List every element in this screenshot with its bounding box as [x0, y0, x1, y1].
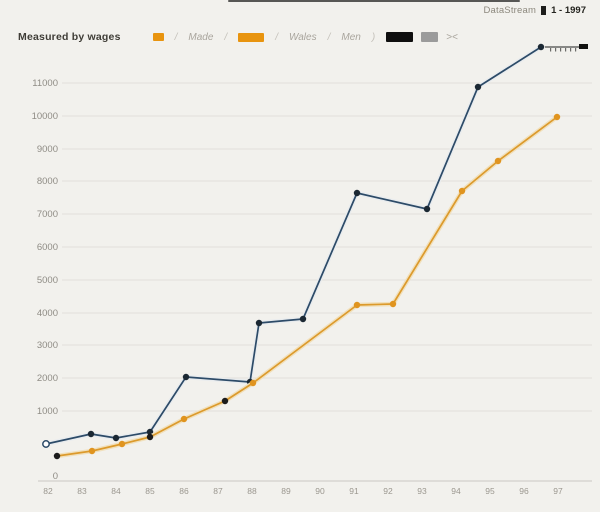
legend-label-men[interactable]: Men: [341, 31, 361, 43]
x-axis-label[interactable]: 82: [43, 486, 53, 496]
y-axis-label: 6000: [37, 242, 58, 253]
navy-data-point[interactable]: [474, 83, 482, 91]
orange-data-point[interactable]: [353, 301, 361, 309]
orange-data-point[interactable]: [458, 187, 466, 195]
x-axis-label[interactable]: 95: [485, 486, 495, 496]
legend-swatch-orange-small[interactable]: [152, 33, 164, 41]
orange-data-point[interactable]: [221, 397, 229, 405]
legend-label-wales[interactable]: Wales: [288, 31, 317, 43]
x-axis-label[interactable]: 87: [213, 486, 223, 496]
orange-data-point[interactable]: [118, 440, 126, 448]
navy-data-point[interactable]: [537, 43, 545, 51]
legend-items: / Made / / Wales / Men) ><: [149, 32, 462, 43]
date-range-label[interactable]: 1 - 1997: [551, 4, 586, 16]
orange-data-point[interactable]: [494, 157, 502, 165]
y-axis-label: 5000: [37, 275, 58, 286]
legend-separator: /: [224, 31, 228, 43]
end-ruler-tick: [565, 48, 567, 52]
y-axis-label: 7000: [37, 209, 58, 220]
x-axis-label[interactable]: 88: [247, 486, 257, 496]
navy-data-point[interactable]: [353, 189, 361, 197]
y-axis-label: 9000: [37, 144, 58, 155]
end-ruler-tick: [560, 48, 562, 52]
orange-data-point[interactable]: [146, 433, 154, 441]
x-axis-label[interactable]: 90: [315, 486, 325, 496]
y-axis-label: 1000: [37, 406, 58, 417]
y-axis-label: 4000: [37, 308, 58, 319]
orange-series-halo: [56, 115, 559, 459]
y-axis-label: 10000: [32, 111, 58, 122]
legend-separator: /: [275, 31, 278, 43]
x-axis-label[interactable]: 89: [281, 486, 291, 496]
legend-swatch-grey[interactable]: [421, 32, 439, 42]
legend-separator: ): [371, 31, 376, 43]
x-axis-label[interactable]: 93: [417, 486, 427, 496]
end-ruler-tick: [575, 48, 577, 52]
x-axis-label[interactable]: 85: [145, 486, 155, 496]
navy-data-point[interactable]: [42, 440, 50, 448]
x-axis-label[interactable]: 86: [179, 486, 189, 496]
orange-data-point[interactable]: [88, 447, 96, 455]
navy-data-point[interactable]: [146, 428, 154, 436]
x-axis-label[interactable]: 83: [77, 486, 87, 496]
legend-swatch-orange-wide[interactable]: [238, 32, 265, 42]
end-ruler-tick: [555, 48, 557, 52]
legend-separator: /: [174, 31, 178, 43]
y-axis-label: 0: [53, 471, 58, 482]
legend-separator: /: [327, 31, 331, 43]
top-edge-line: [228, 0, 520, 2]
navy-data-point[interactable]: [423, 205, 431, 213]
end-ruler-cap: [579, 44, 588, 49]
navy-data-point[interactable]: [87, 430, 95, 438]
orange-data-point[interactable]: [249, 379, 257, 387]
x-axis-label[interactable]: 92: [383, 486, 393, 496]
legend-label-ticks[interactable]: ><: [446, 31, 458, 43]
y-axis-label: 3000: [37, 340, 58, 351]
x-axis-label[interactable]: 94: [451, 486, 461, 496]
legend-title: Measured by wages: [18, 31, 121, 43]
orange-series-line[interactable]: [56, 116, 558, 457]
x-axis-label[interactable]: 84: [111, 486, 121, 496]
navy-data-point[interactable]: [255, 319, 263, 327]
navy-data-point[interactable]: [182, 373, 190, 381]
orange-data-point[interactable]: [53, 452, 61, 460]
navy-data-point[interactable]: [112, 434, 120, 442]
y-axis-label: 8000: [37, 176, 58, 187]
range-marker-icon: [541, 5, 547, 15]
header: DataStream 1 - 1997: [483, 3, 586, 17]
x-axis-label[interactable]: 96: [519, 486, 529, 496]
y-axis-label: 11000: [32, 78, 58, 89]
legend-bar: Measured by wages / Made / / Wales / Men) ><: [18, 28, 590, 46]
orange-data-point[interactable]: [389, 300, 397, 308]
y-axis-label: 2000: [37, 373, 58, 384]
legend-swatch-black[interactable]: [386, 32, 414, 42]
navy-data-point[interactable]: [299, 315, 307, 323]
x-axis-label[interactable]: 97: [553, 486, 563, 496]
navy-series-halo: [45, 45, 543, 447]
x-axis-label[interactable]: 91: [349, 486, 359, 496]
orange-data-point[interactable]: [553, 113, 561, 121]
navy-series-line[interactable]: [45, 46, 542, 445]
legend-label-made[interactable]: Made: [188, 31, 214, 43]
end-ruler-tick: [570, 48, 572, 52]
end-ruler-tick: [550, 48, 552, 52]
source-label: DataStream: [483, 4, 537, 16]
orange-data-point[interactable]: [180, 415, 188, 423]
